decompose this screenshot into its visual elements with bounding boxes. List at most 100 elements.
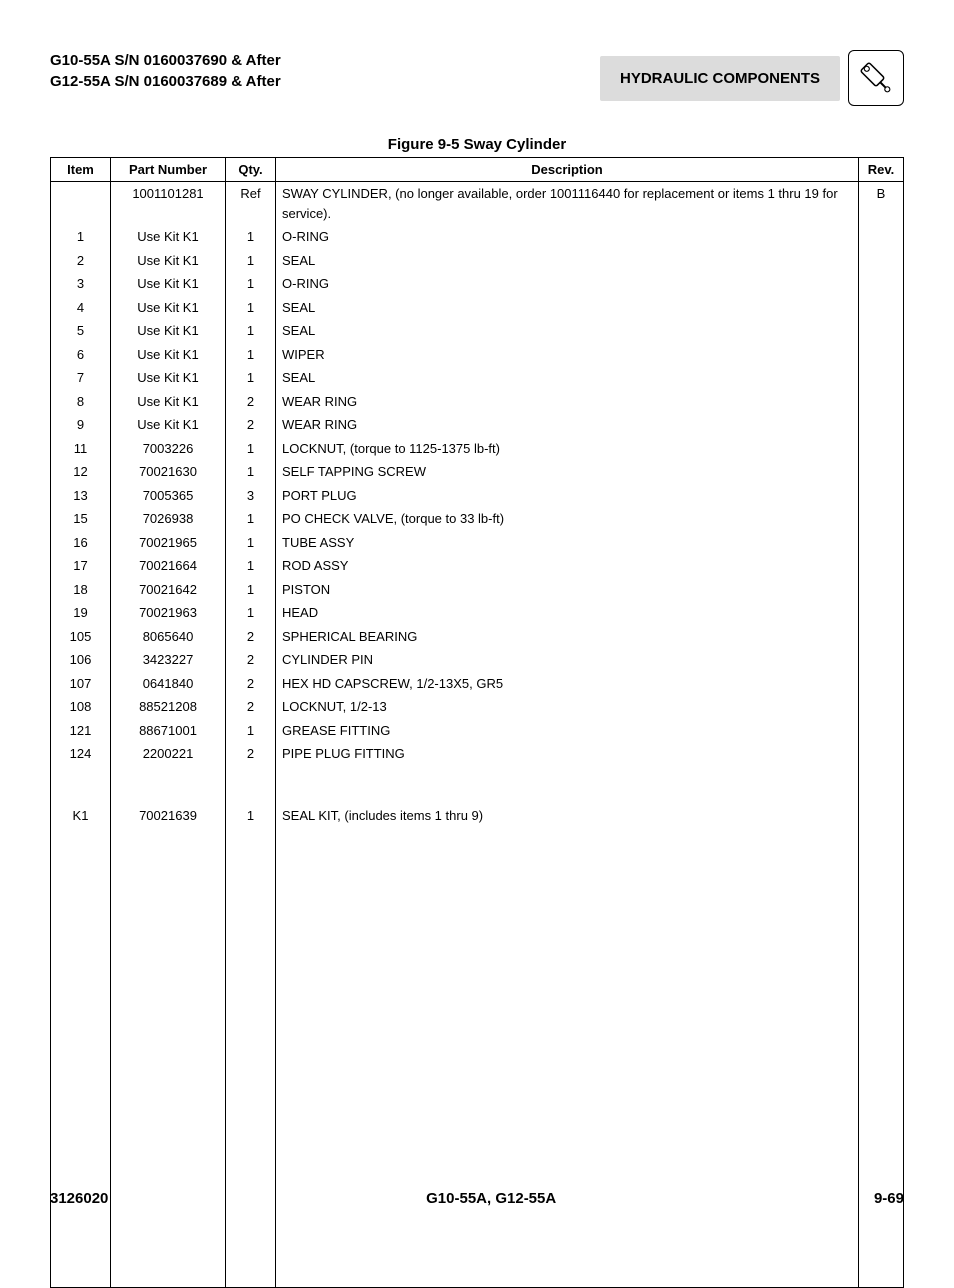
cell-rev xyxy=(859,366,904,390)
table-row: 1570269381PO CHECK VALVE, (torque to 33 … xyxy=(51,507,904,531)
cell-item xyxy=(51,182,111,226)
cell-qty: 1 xyxy=(226,804,276,828)
col-header-part: Part Number xyxy=(111,158,226,182)
cell-rev xyxy=(859,437,904,461)
cell-rev xyxy=(859,319,904,343)
table-row: 4Use Kit K11SEAL xyxy=(51,296,904,320)
cell-part: Use Kit K1 xyxy=(111,413,226,437)
cell-part: 0641840 xyxy=(111,672,226,696)
cell-part: Use Kit K1 xyxy=(111,249,226,273)
cell-desc: LOCKNUT, (torque to 1125-1375 lb-ft) xyxy=(276,437,859,461)
cell-part: 7005365 xyxy=(111,484,226,508)
cell-desc: PISTON xyxy=(276,578,859,602)
footer-left: 3126020 xyxy=(50,1190,108,1207)
cell-qty: 2 xyxy=(226,742,276,766)
table-row: 8Use Kit K12WEAR RING xyxy=(51,390,904,414)
cell-qty: 2 xyxy=(226,390,276,414)
cell-qty: 1 xyxy=(226,249,276,273)
cell-part: 3423227 xyxy=(111,648,226,672)
table-filler-row xyxy=(51,827,904,1287)
cell-rev xyxy=(859,742,904,766)
cell-desc: ROD ASSY xyxy=(276,554,859,578)
page-header: G10-55A S/N 0160037690 & After G12-55A S… xyxy=(50,50,904,106)
cell-part: 88521208 xyxy=(111,695,226,719)
table-row: 17700216641ROD ASSY xyxy=(51,554,904,578)
cell-rev xyxy=(859,272,904,296)
cell-qty: 1 xyxy=(226,531,276,555)
cell-rev xyxy=(859,578,904,602)
cell-rev xyxy=(859,804,904,828)
cell-desc: GREASE FITTING xyxy=(276,719,859,743)
cell-qty: 1 xyxy=(226,601,276,625)
cell-rev xyxy=(859,554,904,578)
figure-title: Figure 9-5 Sway Cylinder xyxy=(50,136,904,153)
table-row: 18700216421PISTON xyxy=(51,578,904,602)
table-row: 108885212082LOCKNUT, 1/2-13 xyxy=(51,695,904,719)
cell-rev xyxy=(859,719,904,743)
parts-table: Item Part Number Qty. Description Rev. 1… xyxy=(50,157,904,1288)
cell-part: 70021965 xyxy=(111,531,226,555)
cell-qty: 1 xyxy=(226,272,276,296)
cell-desc: SWAY CYLINDER, (no longer available, ord… xyxy=(276,182,859,226)
cell-item: 2 xyxy=(51,249,111,273)
cell-qty: 2 xyxy=(226,413,276,437)
cell-item: 3 xyxy=(51,272,111,296)
cell-qty: 1 xyxy=(226,343,276,367)
cell-qty: 1 xyxy=(226,507,276,531)
cell-rev xyxy=(859,460,904,484)
table-row: 2Use Kit K11SEAL xyxy=(51,249,904,273)
section-title: HYDRAULIC COMPONENTS xyxy=(600,56,840,101)
cell-rev xyxy=(859,672,904,696)
footer-center: G10-55A, G12-55A xyxy=(426,1190,556,1207)
cell-item: 106 xyxy=(51,648,111,672)
cell-desc: PORT PLUG xyxy=(276,484,859,508)
cell-item: 6 xyxy=(51,343,111,367)
cell-item: 121 xyxy=(51,719,111,743)
cell-part: 70021642 xyxy=(111,578,226,602)
cell-desc: O-RING xyxy=(276,225,859,249)
cell-item: 18 xyxy=(51,578,111,602)
cell-part: 7003226 xyxy=(111,437,226,461)
cell-item: 124 xyxy=(51,742,111,766)
cell-desc: PIPE PLUG FITTING xyxy=(276,742,859,766)
cell-desc: SPHERICAL BEARING xyxy=(276,625,859,649)
table-row: 1Use Kit K11O-RING xyxy=(51,225,904,249)
table-row: 6Use Kit K11WIPER xyxy=(51,343,904,367)
table-row: 10580656402SPHERICAL BEARING xyxy=(51,625,904,649)
cell-item: 9 xyxy=(51,413,111,437)
col-header-rev: Rev. xyxy=(859,158,904,182)
cell-part: 8065640 xyxy=(111,625,226,649)
table-row: 12700216301SELF TAPPING SCREW xyxy=(51,460,904,484)
table-row: 1001101281RefSWAY CYLINDER, (no longer a… xyxy=(51,182,904,226)
cell-rev xyxy=(859,601,904,625)
cell-part: 2200221 xyxy=(111,742,226,766)
cell-rev xyxy=(859,390,904,414)
cell-qty: 2 xyxy=(226,625,276,649)
col-header-desc: Description xyxy=(276,158,859,182)
cell-part: 70021639 xyxy=(111,804,226,828)
cell-rev: B xyxy=(859,182,904,226)
cell-desc: SEAL xyxy=(276,296,859,320)
cell-qty: 1 xyxy=(226,366,276,390)
cell-item: 12 xyxy=(51,460,111,484)
cell-part: Use Kit K1 xyxy=(111,296,226,320)
table-row: 16700219651TUBE ASSY xyxy=(51,531,904,555)
cell-item: 15 xyxy=(51,507,111,531)
cell-qty: Ref xyxy=(226,182,276,226)
cell-rev xyxy=(859,507,904,531)
table-header-row: Item Part Number Qty. Description Rev. xyxy=(51,158,904,182)
cell-desc: HEAD xyxy=(276,601,859,625)
cell-rev xyxy=(859,484,904,508)
table-row: 1170032261LOCKNUT, (torque to 1125-1375 … xyxy=(51,437,904,461)
cell-desc: SEAL xyxy=(276,319,859,343)
cell-part: 70021664 xyxy=(111,554,226,578)
header-left: G10-55A S/N 0160037690 & After G12-55A S… xyxy=(50,50,281,92)
cell-item: 105 xyxy=(51,625,111,649)
cell-part: 70021630 xyxy=(111,460,226,484)
cell-qty: 3 xyxy=(226,484,276,508)
cell-part: Use Kit K1 xyxy=(111,366,226,390)
cell-item: 7 xyxy=(51,366,111,390)
cell-qty: 1 xyxy=(226,319,276,343)
cell-item: 1 xyxy=(51,225,111,249)
cell-part: 88671001 xyxy=(111,719,226,743)
